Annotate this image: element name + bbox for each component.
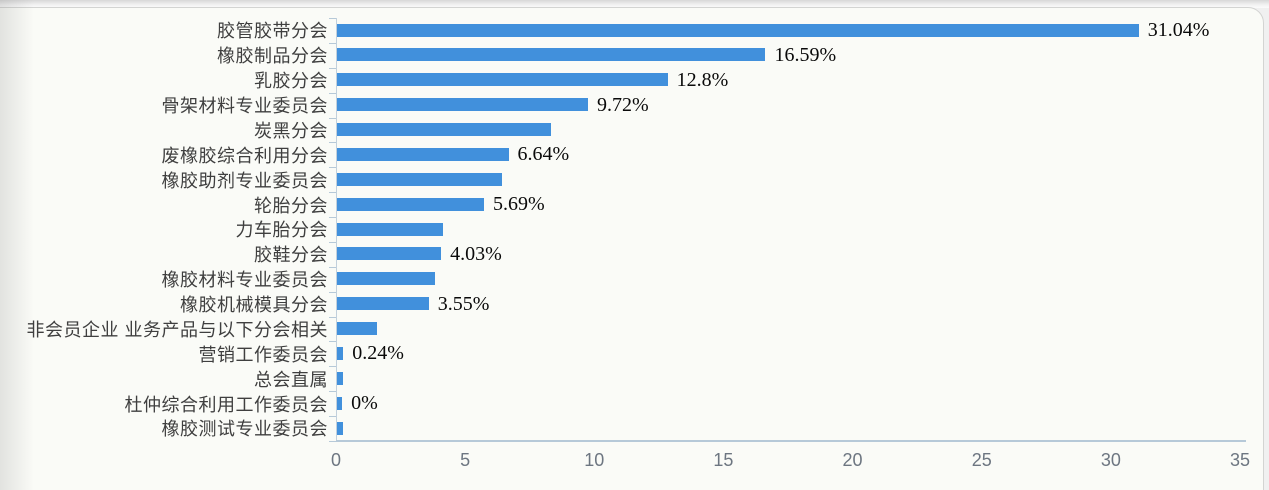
bar-row: 0%	[336, 391, 1240, 416]
bar	[337, 197, 484, 211]
x-axis-tick-label: 0	[330, 450, 341, 470]
x-axis-tick-label: 15	[713, 450, 734, 470]
y-axis-tick	[329, 291, 336, 293]
bar	[337, 23, 1139, 37]
y-axis-tick	[329, 316, 336, 318]
bar	[337, 297, 429, 311]
value-label: 6.64%	[517, 143, 570, 166]
bar	[337, 396, 343, 410]
category-label: 炭黑分会	[254, 120, 328, 141]
y-axis-tick	[329, 42, 336, 44]
y-axis-tick	[329, 92, 336, 94]
category-label: 杜仲综合利用工作委员会	[124, 394, 328, 415]
category-label: 废橡胶综合利用分会	[161, 145, 328, 166]
bar-row: 9.72%	[336, 93, 1240, 118]
value-label: 0%	[351, 392, 378, 415]
y-axis-tick	[329, 366, 336, 368]
category-label: 胶管胶带分会	[217, 21, 328, 42]
y-axis-tick	[329, 241, 336, 243]
value-label: 31.04%	[1147, 19, 1210, 41]
category-label: 橡胶助剂专业委员会	[161, 170, 328, 191]
y-axis-tick	[329, 117, 336, 119]
y-axis-tick	[329, 67, 336, 69]
y-axis-tick	[329, 266, 336, 268]
y-axis-tick	[329, 18, 336, 19]
category-axis: 胶管胶带分会 橡胶制品分会 乳胶分会 骨架材料专业委员会 炭黑分会 废橡胶综合利用分会 橡胶…	[0, 18, 328, 441]
bar	[337, 322, 378, 335]
bar	[337, 371, 344, 385]
bar-row: 31.04%	[336, 18, 1240, 43]
x-axis-tick-label: 5	[460, 450, 471, 470]
bar-row	[336, 217, 1240, 242]
bar	[337, 48, 766, 62]
category-label: 橡胶机械模具分会	[180, 295, 328, 316]
bar-row: 12.8%	[336, 68, 1240, 93]
x-axis-tick-label: 35	[1229, 450, 1251, 470]
y-axis-tick	[329, 167, 336, 169]
value-label: 9.72%	[597, 93, 649, 116]
y-axis-line	[336, 18, 337, 441]
bar	[337, 346, 344, 360]
x-axis-tick-label: 20	[842, 450, 863, 470]
value-label: 5.69%	[492, 193, 545, 216]
bar	[337, 123, 552, 136]
y-axis-tick	[329, 142, 336, 144]
bar	[337, 172, 503, 186]
bar-row	[336, 267, 1240, 292]
bar-row: 16.59%	[336, 43, 1240, 68]
x-axis-line	[336, 440, 1246, 442]
y-axis-tick	[329, 416, 336, 418]
bar-row: 0.24%	[336, 341, 1240, 366]
y-axis-tick	[329, 217, 336, 219]
category-label: 橡胶测试专业委员会	[161, 419, 328, 440]
category-label: 橡胶制品分会	[217, 46, 328, 67]
bar-row	[336, 416, 1240, 441]
value-label: 0.24%	[352, 342, 404, 365]
category-label: 橡胶材料专业委员会	[161, 270, 328, 291]
bar	[337, 147, 509, 161]
plot-area: 31.04% 16.59% 12.8% 9.72% 6.64% 5.69% 4.03% 3.5…	[336, 18, 1240, 441]
bar-row	[336, 366, 1240, 391]
value-label: 4.03%	[450, 242, 502, 265]
y-axis-tick	[329, 341, 336, 343]
chart-card	[0, 7, 1264, 490]
category-label: 非会员企业 业务产品与以下分会相关	[26, 319, 328, 340]
y-axis-tick	[329, 441, 336, 442]
category-label: 胶鞋分会	[254, 245, 328, 266]
x-axis-tick-label: 25	[971, 450, 992, 470]
x-axis-tick-label: 30	[1100, 450, 1121, 470]
bar-row	[336, 118, 1240, 143]
category-label: 轮胎分会	[254, 195, 328, 216]
bar-row: 4.03%	[336, 242, 1240, 267]
bar	[337, 421, 344, 435]
category-label: 骨架材料专业委员会	[161, 96, 328, 117]
y-axis-tick	[329, 391, 336, 393]
x-axis-tick-label: 10	[584, 450, 605, 470]
bar-row	[336, 317, 1240, 342]
value-label: 3.55%	[437, 292, 490, 315]
value-label: 12.8%	[676, 68, 729, 91]
bar	[337, 222, 443, 236]
y-axis-tick	[329, 192, 336, 194]
category-label: 营销工作委员会	[198, 344, 328, 365]
category-label: 力车胎分会	[235, 220, 328, 241]
page-top-edge	[0, 0, 1269, 8]
category-label: 总会直属	[254, 369, 328, 390]
bar-row: 3.55%	[336, 292, 1240, 317]
value-label: 16.59%	[774, 43, 837, 66]
bar	[337, 98, 589, 112]
bar-row: 5.69%	[336, 192, 1240, 217]
bar	[337, 272, 436, 286]
bar-row: 6.64%	[336, 142, 1240, 167]
category-label: 乳胶分会	[254, 71, 328, 92]
bar	[337, 247, 442, 261]
bar-row	[336, 167, 1240, 192]
bar	[337, 73, 668, 87]
